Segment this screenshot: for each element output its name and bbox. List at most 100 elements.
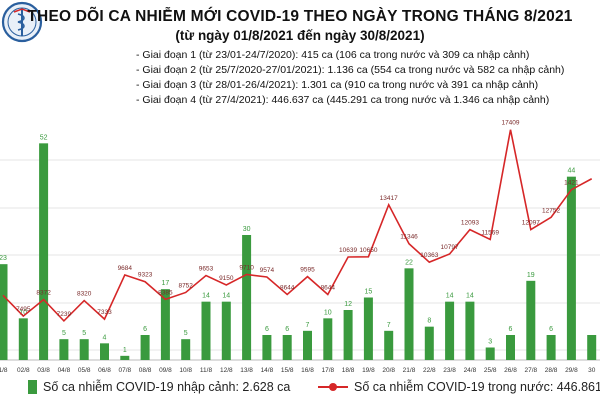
line-value-label: 10639 [339,247,357,254]
line-value-label: 12097 [522,220,540,227]
line-value-label: 13417 [380,195,398,202]
bar [181,339,191,360]
bar-data-labels: 23 10 52 5 5 4 1 6 17 5 14 14 30 6 6 7 10 12 15 7 22 8 14 14 3 6 1… [0,134,575,354]
bar-value-label: 23 [0,255,7,262]
x-tick-label: 29/8 [565,367,578,374]
x-tick-label: 04/8 [58,367,71,374]
bar [363,297,373,360]
bar-value-label: 7 [306,322,310,329]
x-tick-label: 13/8 [240,367,253,374]
bar-value-label: 3 [488,339,492,346]
bar-value-label: 6 [143,326,147,333]
line-value-label: 9710 [239,264,254,271]
bar [445,301,455,360]
x-tick-label: 23/8 [443,367,456,374]
legend-item-domestic: Số ca nhiễm COVID-19 trong nước: 446.861… [318,380,600,394]
x-tick-label: 17/8 [321,367,334,374]
bar [79,339,89,360]
x-tick-label: 24/8 [464,367,477,374]
bar [587,335,597,360]
line-value-label: 8644 [321,284,336,291]
x-tick-label: 03/8 [37,367,50,374]
bar [262,335,272,360]
bar [221,301,231,360]
legend-bar-swatch-icon [28,380,37,394]
line-value-label: 9684 [118,265,133,272]
x-tick-label: 14/8 [261,367,274,374]
line-value-label: 9323 [138,272,153,279]
x-tick-label: 02/8 [17,367,30,374]
line-value-label: 1421 [564,180,579,187]
legend-line-swatch-icon [318,380,348,394]
line-value-label: 8644 [280,284,295,291]
bar [526,280,536,360]
legend-label-imported: Số ca nhiễm COVID-19 nhập cảnh: 2.628 ca [43,380,291,394]
bar-value-label: 4 [103,334,107,341]
phase-summary: - Giai đoạn 1 (từ 23/01-24/7/2020): 415 … [136,48,596,108]
bar-value-label: 44 [568,168,576,175]
bar-value-label: 5 [62,330,66,337]
line-value-label: 10650 [359,247,377,254]
bar [343,310,353,360]
x-tick-label: 18/8 [342,367,355,374]
bar [18,318,28,360]
phase-1: - Giai đoạn 1 (từ 23/01-24/7/2020): 415 … [136,49,530,61]
phase-2: - Giai đoạn 2 (từ 25/7/2020-27/01/2021):… [136,64,565,76]
line-value-label: 17409 [501,120,519,127]
x-tick-label: 15/8 [281,367,294,374]
x-tick-label: 10/8 [179,367,192,374]
line-value-label: 9653 [199,266,214,273]
bar-value-label: 14 [466,293,474,300]
line-value-label: 7239 [57,311,72,318]
bar [39,143,49,360]
bar [506,335,515,360]
x-tick-label: 26/8 [504,367,517,374]
line-value-label: 11569 [481,230,499,237]
bar-value-label: 5 [184,330,188,337]
bar-value-label: 15 [365,289,373,296]
line-data-labels: 7495 8372 7239 8320 7333 9684 9323 8385 8752 9653… [16,120,579,318]
line-value-label: 10363 [420,252,438,259]
bar [282,335,292,360]
x-tick-label: 06/8 [98,367,111,374]
x-tick-label: 25/8 [484,367,497,374]
bar-value-label: 7 [387,322,391,329]
bar-value-label: 17 [162,280,170,287]
x-tick-label: 09/8 [159,367,172,374]
line-value-label: 7333 [97,309,112,316]
line-value-label: 9150 [219,275,234,282]
bar [160,289,170,360]
line-value-label: 11346 [400,234,418,241]
legend-item-imported: Số ca nhiễm COVID-19 nhập cảnh: 2.628 ca [28,380,290,394]
chart-title: THEO DÕI CA NHIỄM MỚI COVID-19 THEO NGÀY… [27,8,573,25]
bar-value-label: 10 [19,309,27,316]
bar-value-label: 6 [509,326,513,333]
bar [465,301,475,360]
bar [485,347,495,360]
bar-value-label: 6 [549,326,553,333]
phase-4: - Giai đoạn 4 (từ 27/4/2021): 446.637 ca… [136,94,550,106]
line-value-label: 9595 [300,267,315,274]
line-value-label: 12093 [461,220,479,227]
x-tick-label: 30 [588,367,596,374]
line-value-label: 8385 [158,289,173,296]
line-value-label: 9574 [260,267,275,274]
bar-value-label: 22 [405,259,413,266]
bar [59,339,69,360]
bar-value-label: 6 [285,326,289,333]
ministry-of-health-logo-icon [1,1,43,43]
bar [140,335,150,360]
x-tick-label: 27/8 [524,367,537,374]
bar-value-label: 10 [324,309,332,316]
line-value-label: 8320 [77,291,92,298]
x-tick-label: 08/8 [139,367,152,374]
legend: Số ca nhiễm COVID-19 nhập cảnh: 2.628 ca… [0,376,600,400]
line-series-domestic [2,129,593,323]
x-tick-label: 12/8 [220,367,233,374]
bar [546,335,556,360]
bar-value-label: 30 [243,226,251,233]
bar [303,330,312,360]
bar-value-label: 1 [123,347,127,354]
